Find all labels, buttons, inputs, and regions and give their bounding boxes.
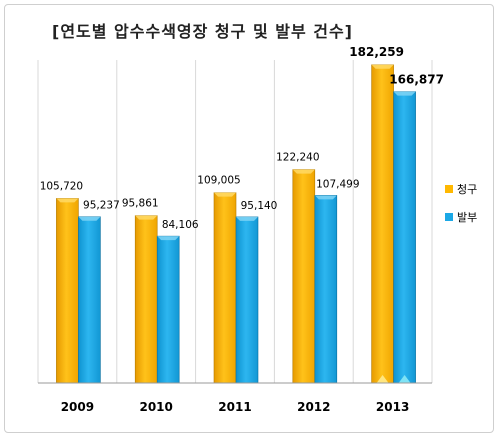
bar-top-cap (371, 64, 394, 69)
bar-top-cap (314, 195, 337, 200)
bar-issue-2009 (78, 216, 101, 384)
data-label: 107,499 (316, 178, 359, 190)
x-tick-label: 2013 (376, 400, 409, 414)
legend-swatch-issue (445, 213, 453, 221)
bar-top-cap (56, 198, 79, 203)
bar-request-2011 (213, 192, 237, 384)
data-label: 122,240 (276, 152, 319, 164)
data-label: 84,106 (162, 219, 199, 231)
bar-top-cap (157, 236, 180, 241)
data-label: 109,005 (197, 175, 240, 187)
bar-base-marker (398, 375, 411, 383)
bar-issue-2011 (235, 216, 259, 384)
x-tick-label: 2009 (61, 400, 94, 414)
bar-request-2012 (292, 169, 316, 384)
bar-top-cap (214, 192, 236, 197)
x-tick-label: 2011 (218, 400, 251, 414)
data-label: 95,140 (241, 200, 278, 212)
data-label: 166,877 (389, 73, 444, 87)
bar-request-2010 (134, 215, 158, 384)
data-label: 95,237 (83, 200, 120, 212)
bar-request-2013 (371, 64, 394, 384)
bar-top-cap (393, 91, 416, 96)
data-label: 105,720 (40, 180, 83, 192)
bar-top-cap (236, 216, 258, 221)
legend-label: 발부 (457, 211, 477, 224)
x-tick-label: 2010 (139, 400, 172, 414)
data-label: 95,861 (122, 198, 159, 210)
bar-top-cap (78, 216, 101, 221)
bar-top-cap (292, 169, 315, 174)
bar-issue-2012 (314, 195, 338, 384)
bar-base-marker (376, 375, 389, 383)
bar-top-cap (135, 215, 158, 220)
legend-swatch-request (445, 185, 453, 193)
bar-issue-2013 (393, 91, 416, 384)
bar-request-2009 (56, 198, 79, 384)
bar-issue-2010 (156, 235, 180, 384)
data-label: 182,259 (349, 45, 404, 59)
chart-title: [연도별 압수수색영장 청구 및 발부 건수] (52, 22, 353, 41)
legend-label: 청구 (457, 183, 477, 196)
x-tick-label: 2012 (297, 400, 330, 414)
